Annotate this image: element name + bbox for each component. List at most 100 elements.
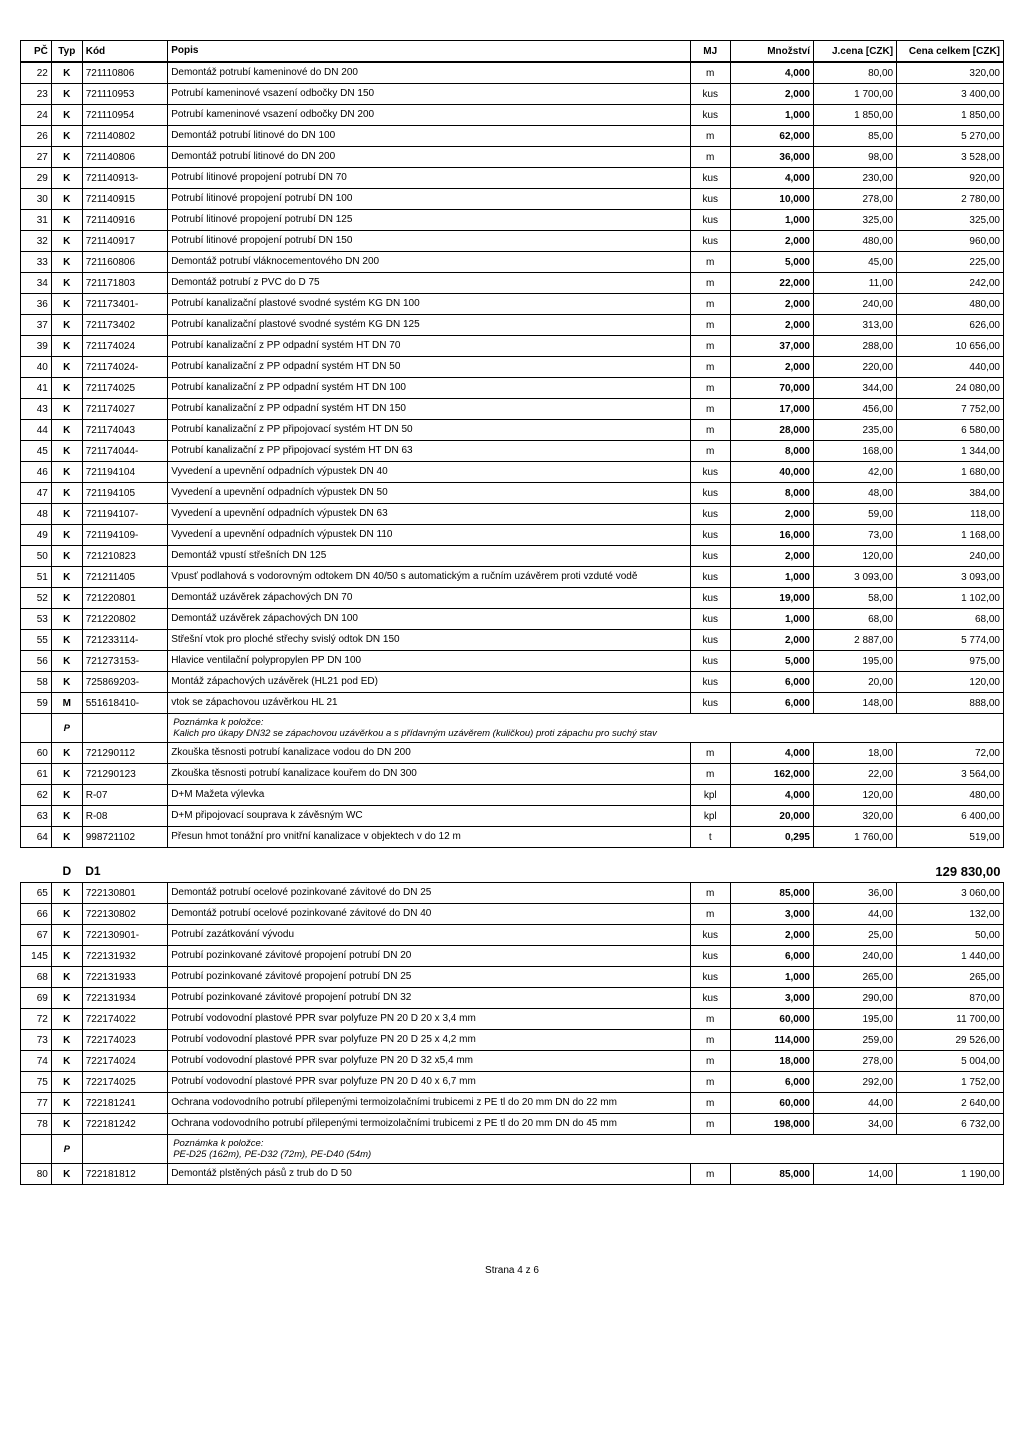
table-row: 40K721174024-Potrubí kanalizační z PP od…: [21, 357, 1004, 378]
table-row: 65K722130801Demontáž potrubí ocelové poz…: [21, 883, 1004, 904]
cell-mnozstvi: 8,000: [730, 483, 813, 504]
cell-mnozstvi: 2,000: [730, 294, 813, 315]
cell-cena: 6 580,00: [897, 420, 1004, 441]
cell-cena: 72,00: [897, 743, 1004, 764]
cell-typ: K: [51, 1093, 82, 1114]
cell-mj: kus: [690, 567, 730, 588]
cell-kod: 721173401-: [82, 294, 167, 315]
table-row: 24K721110954Potrubí kameninové vsazení o…: [21, 105, 1004, 126]
cell-jcena: 20,00: [814, 672, 897, 693]
cell-mj: kus: [690, 651, 730, 672]
cell-typ: K: [51, 1009, 82, 1030]
cell-mj: kpl: [690, 785, 730, 806]
cell-pc: 55: [21, 630, 52, 651]
cell-jcena: 344,00: [814, 378, 897, 399]
cell-mj: m: [690, 764, 730, 785]
cell-pc: 59: [21, 693, 52, 714]
cell-typ: K: [51, 1030, 82, 1051]
cell-cena: 1 850,00: [897, 105, 1004, 126]
cell-pc: 53: [21, 609, 52, 630]
cell-cena: 1 752,00: [897, 1072, 1004, 1093]
cell-popis: Potrubí vodovodní plastové PPR svar poly…: [168, 1009, 690, 1030]
cell-kod: 721220801: [82, 588, 167, 609]
cell-jcena: 320,00: [814, 806, 897, 827]
cell-mnozstvi: 0,295: [730, 827, 813, 848]
cell-popis: Potrubí litinové propojení potrubí DN 70: [168, 168, 690, 189]
cell-typ: K: [51, 273, 82, 294]
cell-typ: K: [51, 210, 82, 231]
table-row: 46K721194104Vyvedení a upevnění odpadníc…: [21, 462, 1004, 483]
cell-kod: 721140913-: [82, 168, 167, 189]
table-row: 75K722174025Potrubí vodovodní plastové P…: [21, 1072, 1004, 1093]
cell-kod: 722130801: [82, 883, 167, 904]
cell-kod: 721174044-: [82, 441, 167, 462]
cell-pc: 73: [21, 1030, 52, 1051]
table-row: 22K721110806Demontáž potrubí kameninové …: [21, 62, 1004, 84]
table-row: 145K722131932Potrubí pozinkované závitov…: [21, 946, 1004, 967]
hdr-pop: Popis: [168, 41, 690, 63]
cell-pc: 63: [21, 806, 52, 827]
cell-mnozstvi: 198,000: [730, 1114, 813, 1135]
cell-typ: K: [51, 168, 82, 189]
table-row: 73K722174023Potrubí vodovodní plastové P…: [21, 1030, 1004, 1051]
cell-mnozstvi: 4,000: [730, 785, 813, 806]
cell-popis: Vyvedení a upevnění odpadních výpustek D…: [168, 462, 690, 483]
cell-kod: 722131933: [82, 967, 167, 988]
cell-typ: K: [51, 420, 82, 441]
cell-popis: Potrubí kanalizační z PP odpadní systém …: [168, 399, 690, 420]
cell-cena: 5 270,00: [897, 126, 1004, 147]
cell-popis: Potrubí pozinkované závitové propojení p…: [168, 967, 690, 988]
cell-cena: 384,00: [897, 483, 1004, 504]
cell-mnozstvi: 36,000: [730, 147, 813, 168]
cell-cena: 1 168,00: [897, 525, 1004, 546]
cell-typ: K: [51, 378, 82, 399]
cell-mj: m: [690, 357, 730, 378]
cell-typ: K: [51, 672, 82, 693]
cell-kod: 721273153-: [82, 651, 167, 672]
cell-jcena: 220,00: [814, 357, 897, 378]
table-row: 59M551618410-vtok se zápachovou uzávěrko…: [21, 693, 1004, 714]
table-row: 27K721140806Demontáž potrubí litinové do…: [21, 147, 1004, 168]
cell-typ: M: [51, 693, 82, 714]
table-row: 74K722174024Potrubí vodovodní plastové P…: [21, 1051, 1004, 1072]
cell-jcena: 120,00: [814, 546, 897, 567]
cell-kod: 722130901-: [82, 925, 167, 946]
cell-kod: 721233114-: [82, 630, 167, 651]
cell-mj: m: [690, 378, 730, 399]
cell-kod: 721140915: [82, 189, 167, 210]
cell-mj: kus: [690, 630, 730, 651]
cell-kod: 721140916: [82, 210, 167, 231]
cell-typ: K: [51, 1164, 82, 1185]
cell-cena: 1 440,00: [897, 946, 1004, 967]
cell-pc: 78: [21, 1114, 52, 1135]
cell-kod: 722174022: [82, 1009, 167, 1030]
cell-popis: Demontáž potrubí z PVC do D 75: [168, 273, 690, 294]
cell-cena: 1 190,00: [897, 1164, 1004, 1185]
cell-typ: K: [51, 315, 82, 336]
cell-mj: m: [690, 1093, 730, 1114]
cell-mj: kus: [690, 693, 730, 714]
cell-jcena: 259,00: [814, 1030, 897, 1051]
cell-jcena: 98,00: [814, 147, 897, 168]
cell-popis: Demontáž potrubí litinové do DN 100: [168, 126, 690, 147]
cell-typ: K: [51, 904, 82, 925]
cell-pc: 46: [21, 462, 52, 483]
cell-cena: 68,00: [897, 609, 1004, 630]
cell-mj: m: [690, 420, 730, 441]
cell-jcena: 288,00: [814, 336, 897, 357]
cell-kod: 721110806: [82, 62, 167, 84]
cell-mnozstvi: 3,000: [730, 988, 813, 1009]
cell-cena: 1 102,00: [897, 588, 1004, 609]
cell-jcena: 278,00: [814, 1051, 897, 1072]
cell-jcena: 48,00: [814, 483, 897, 504]
cell-mnozstvi: 8,000: [730, 441, 813, 462]
cell-jcena: 313,00: [814, 315, 897, 336]
cell-mnozstvi: 4,000: [730, 62, 813, 84]
cell-pc: 26: [21, 126, 52, 147]
cell-mj: m: [690, 315, 730, 336]
cell-jcena: 195,00: [814, 1009, 897, 1030]
cell-pc: 145: [21, 946, 52, 967]
cell-popis: D+M Mažeta výlevka: [168, 785, 690, 806]
cell-pc: 77: [21, 1093, 52, 1114]
cell-kod: 721211405: [82, 567, 167, 588]
